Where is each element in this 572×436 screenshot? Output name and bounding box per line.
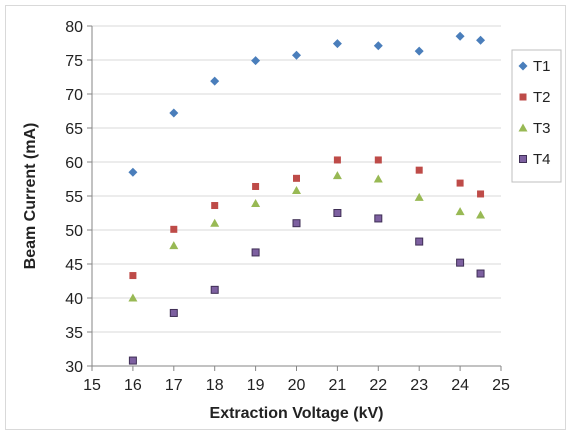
data-point-t2 [129,272,137,280]
data-point-t4 [251,248,260,257]
data-point-t2 [211,202,219,210]
x-tick-label: 23 [410,377,428,394]
data-point-t2 [333,156,341,164]
data-point-t4 [128,356,137,365]
data-point-t2 [252,182,260,190]
legend-marker-t2 [519,93,527,101]
data-point-t1 [251,56,261,66]
x-axis-title: Extraction Voltage (kV) [210,405,384,422]
chart-frame: 30 35 40 45 50 55 60 65 70 75 80 15 16 17 18 19 20 21 22 23… [5,5,566,430]
data-point-t3 [169,241,179,250]
data-point-t4 [415,237,424,246]
y-tick-label: 60 [65,155,83,172]
x-tick-label: 20 [288,377,306,394]
data-point-t1 [476,35,486,45]
y-tick-label: 70 [65,87,83,104]
y-tick-label: 80 [65,19,83,36]
legend-label-t4: T4 [533,151,551,168]
y-tick-label: 50 [65,223,83,240]
y-tick-label: 45 [65,257,83,274]
x-tick-label: 19 [247,377,265,394]
data-points [128,31,486,365]
x-tick-label: 17 [165,377,183,394]
data-point-t4 [169,308,178,317]
legend-marker-t1 [518,61,528,71]
data-point-t3 [455,207,465,216]
legend-label-t1: T1 [533,58,551,75]
legend-marker-t3 [518,123,528,132]
legend-marker-t4 [519,155,527,163]
x-tick-label: 22 [369,377,387,394]
gridlines [92,25,501,333]
y-tick-label: 75 [65,53,83,70]
data-point-t4 [374,214,383,223]
scatter-chart: 30 35 40 45 50 55 60 65 70 75 80 15 16 17 18 19 20 21 22 23… [22,19,562,422]
legend: T1 T2 T3 T4 [511,49,562,183]
data-point-t4 [210,285,219,294]
y-tick-label: 30 [65,359,83,376]
data-point-t1 [128,167,138,177]
data-point-t1 [169,108,179,118]
y-tick-label: 55 [65,189,83,206]
data-point-t2 [477,190,485,198]
data-point-t1 [332,39,342,49]
data-point-t3 [128,293,138,302]
data-point-t3 [373,174,383,183]
data-point-t1 [210,76,220,86]
y-axis-title: Beam Current (mA) [22,123,39,270]
y-tick-label: 35 [65,325,83,342]
data-point-t3 [292,186,301,195]
x-tick-label: 21 [329,377,347,394]
data-point-t1 [414,46,424,56]
data-point-t3 [251,198,261,207]
data-point-t2 [415,166,423,174]
data-point-t1 [373,41,383,51]
data-point-t3 [414,192,424,201]
data-point-t2 [170,225,178,233]
axes [87,25,502,371]
data-point-t4 [476,269,485,278]
x-tick-label: 25 [492,377,510,394]
legend-label-t3: T3 [533,120,551,137]
tick-labels: 30 35 40 45 50 55 60 65 70 75 80 15 16 17 18 19 20 21 22 23… [65,19,510,394]
x-tick-label: 24 [451,377,469,394]
y-tick-label: 65 [65,121,83,138]
data-point-t3 [210,218,220,227]
data-point-t2 [374,156,382,164]
x-tick-label: 18 [206,377,224,394]
data-point-t4 [292,219,301,228]
x-tick-label: 16 [124,377,142,394]
data-point-t2 [456,179,464,187]
data-point-t2 [293,174,300,182]
data-point-t4 [333,209,342,217]
y-tick-label: 40 [65,291,83,308]
data-point-t1 [292,50,301,60]
data-point-t3 [332,171,342,180]
data-point-t3 [476,210,486,219]
x-tick-label: 15 [83,377,101,394]
data-point-t1 [455,31,465,41]
legend-label-t2: T2 [533,89,551,106]
data-point-t4 [456,258,465,267]
